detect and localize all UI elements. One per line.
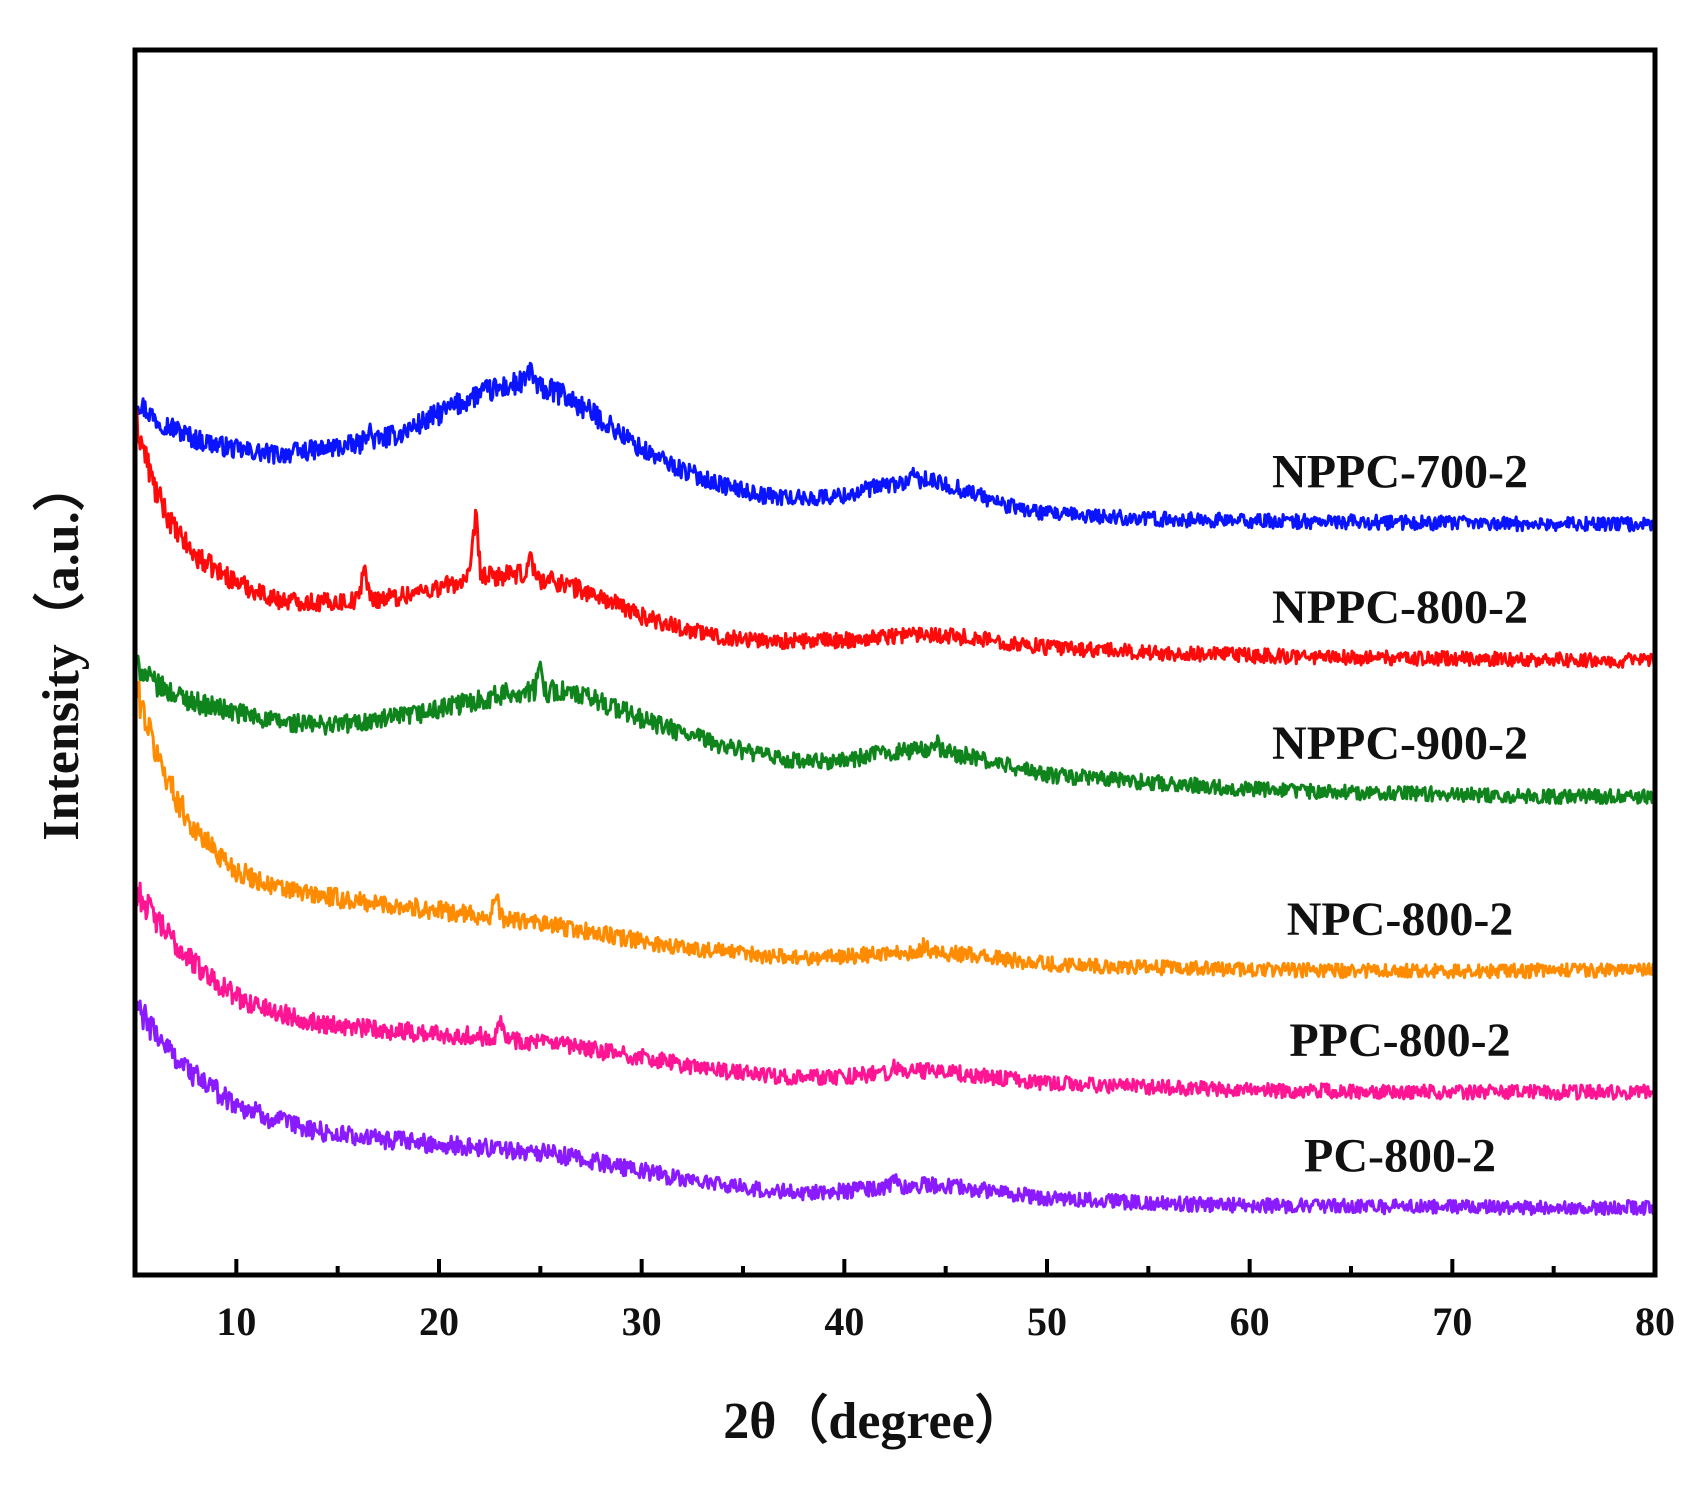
y-axis-title: Intensity（a.u.） bbox=[32, 459, 90, 840]
series-label-nppc-900-2: NPPC-900-2 bbox=[1272, 717, 1528, 770]
x-tick-label: 50 bbox=[1027, 1299, 1067, 1344]
x-tick-label: 30 bbox=[622, 1299, 662, 1344]
series-label-npc-800-2: NPC-800-2 bbox=[1287, 893, 1514, 946]
series-labels: NPPC-700-2 NPPC-800-2 NPPC-900-2 NPC-800-2 P… bbox=[1272, 445, 1528, 1182]
series-line-npc-800-2 bbox=[133, 678, 1657, 980]
x-tick-label: 40 bbox=[824, 1299, 864, 1344]
plot-area: 10 20 30 40 50 60 70 80 NPPC-700-2NPPC-800-2NPP… bbox=[132, 47, 1675, 1344]
x-tick-label: 80 bbox=[1635, 1299, 1675, 1344]
x-tick-label: 20 bbox=[419, 1299, 459, 1344]
series-line-nppc-900-2 bbox=[133, 654, 1656, 805]
series-label-nppc-700-2: NPPC-700-2 bbox=[1272, 445, 1528, 498]
x-tick-label: 10 bbox=[216, 1299, 256, 1344]
series-label-pc-800-2: PC-800-2 bbox=[1304, 1129, 1496, 1182]
x-tick-label: 70 bbox=[1432, 1299, 1472, 1344]
series-label-ppc-800-2: PPC-800-2 bbox=[1289, 1014, 1510, 1067]
x-axis-ticks: 10 20 30 40 50 60 70 80 bbox=[216, 1259, 1675, 1344]
series-line-ppc-800-2 bbox=[133, 881, 1657, 1101]
series-line-nppc-800-2 bbox=[133, 406, 1657, 669]
series-line-pc-800-2 bbox=[133, 999, 1656, 1217]
series-line-nppc-700-2 bbox=[133, 361, 1657, 533]
series-group bbox=[133, 361, 1657, 1217]
plot-frame bbox=[132, 47, 1658, 1278]
x-tick-label: 60 bbox=[1230, 1299, 1270, 1344]
x-axis-title: 2θ（degree） bbox=[723, 1392, 1026, 1450]
series-label-nppc-800-2: NPPC-800-2 bbox=[1272, 581, 1528, 634]
